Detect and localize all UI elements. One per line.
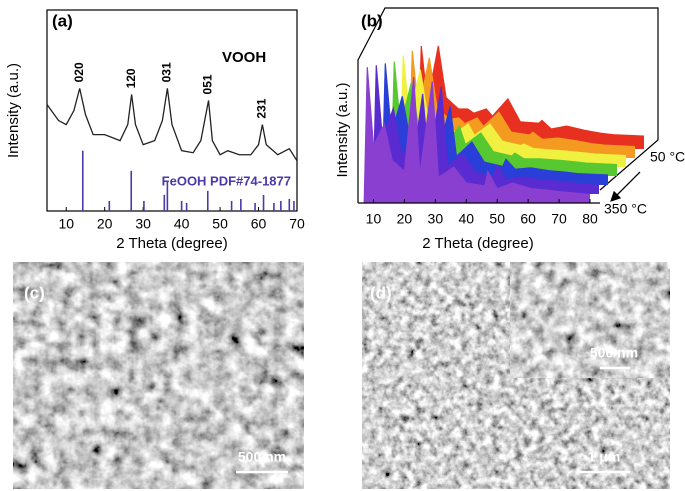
reference-label: FeOOH PDF#74-1877 <box>162 173 291 188</box>
x-tick-label: 70 <box>551 211 567 227</box>
scale-bar-label: 500 nm <box>590 345 638 361</box>
x-tick-label: 20 <box>397 211 413 227</box>
x-tick-label: 10 <box>58 216 74 232</box>
peak-label: 120 <box>124 68 138 88</box>
x-tick-label: 40 <box>458 211 474 227</box>
x-tick-label: 80 <box>582 211 598 227</box>
panel-label: (b) <box>361 11 383 30</box>
x-tick-label: 70 <box>289 216 305 232</box>
sem-image <box>13 262 304 489</box>
x-tick-label: 60 <box>520 211 536 227</box>
pattern-curve <box>399 55 627 168</box>
z-label: 350 °C <box>604 201 647 217</box>
x-tick-label: 40 <box>174 216 190 232</box>
x-tick-label: 60 <box>251 216 267 232</box>
scale-bar-label: 1 μm <box>588 449 621 465</box>
temperature-arrow <box>610 171 641 202</box>
pattern-curve <box>408 50 636 159</box>
pattern-curve <box>372 65 600 195</box>
y-axis-label: Intensity (a.u.) <box>334 82 351 177</box>
x-axis-label: 2 Theta (degree) <box>422 235 533 252</box>
x-tick-label: 50 <box>489 211 505 227</box>
x-tick-label: 50 <box>212 216 228 232</box>
pattern-curve <box>363 67 591 204</box>
sem-inset <box>509 261 671 379</box>
x-tick-label: 30 <box>135 216 151 232</box>
y-axis-label: Intensity (a.u.) <box>5 63 22 158</box>
panel-label: (c) <box>24 283 45 302</box>
x-axis-label: 2 Theta (degree) <box>116 235 227 252</box>
panel-label: (d) <box>370 283 392 302</box>
peak-label: 031 <box>160 62 174 82</box>
pattern-curve <box>417 45 645 150</box>
xrd-curve <box>46 88 298 162</box>
peak-label: 051 <box>201 74 215 94</box>
pattern-curve <box>381 63 609 186</box>
peak-label: 231 <box>255 98 269 118</box>
x-tick-label: 30 <box>428 211 444 227</box>
frame <box>357 7 659 203</box>
z-label: 50 °C <box>650 149 685 165</box>
x-tick-label: 10 <box>366 211 382 227</box>
peak-label: 020 <box>72 62 86 82</box>
x-tick-label: 20 <box>97 216 113 232</box>
scale-bar-label: 500 nm <box>238 449 286 465</box>
panel-label: (a) <box>52 11 73 30</box>
plot-frame <box>46 9 298 212</box>
sample-label: VOOH <box>222 49 266 66</box>
